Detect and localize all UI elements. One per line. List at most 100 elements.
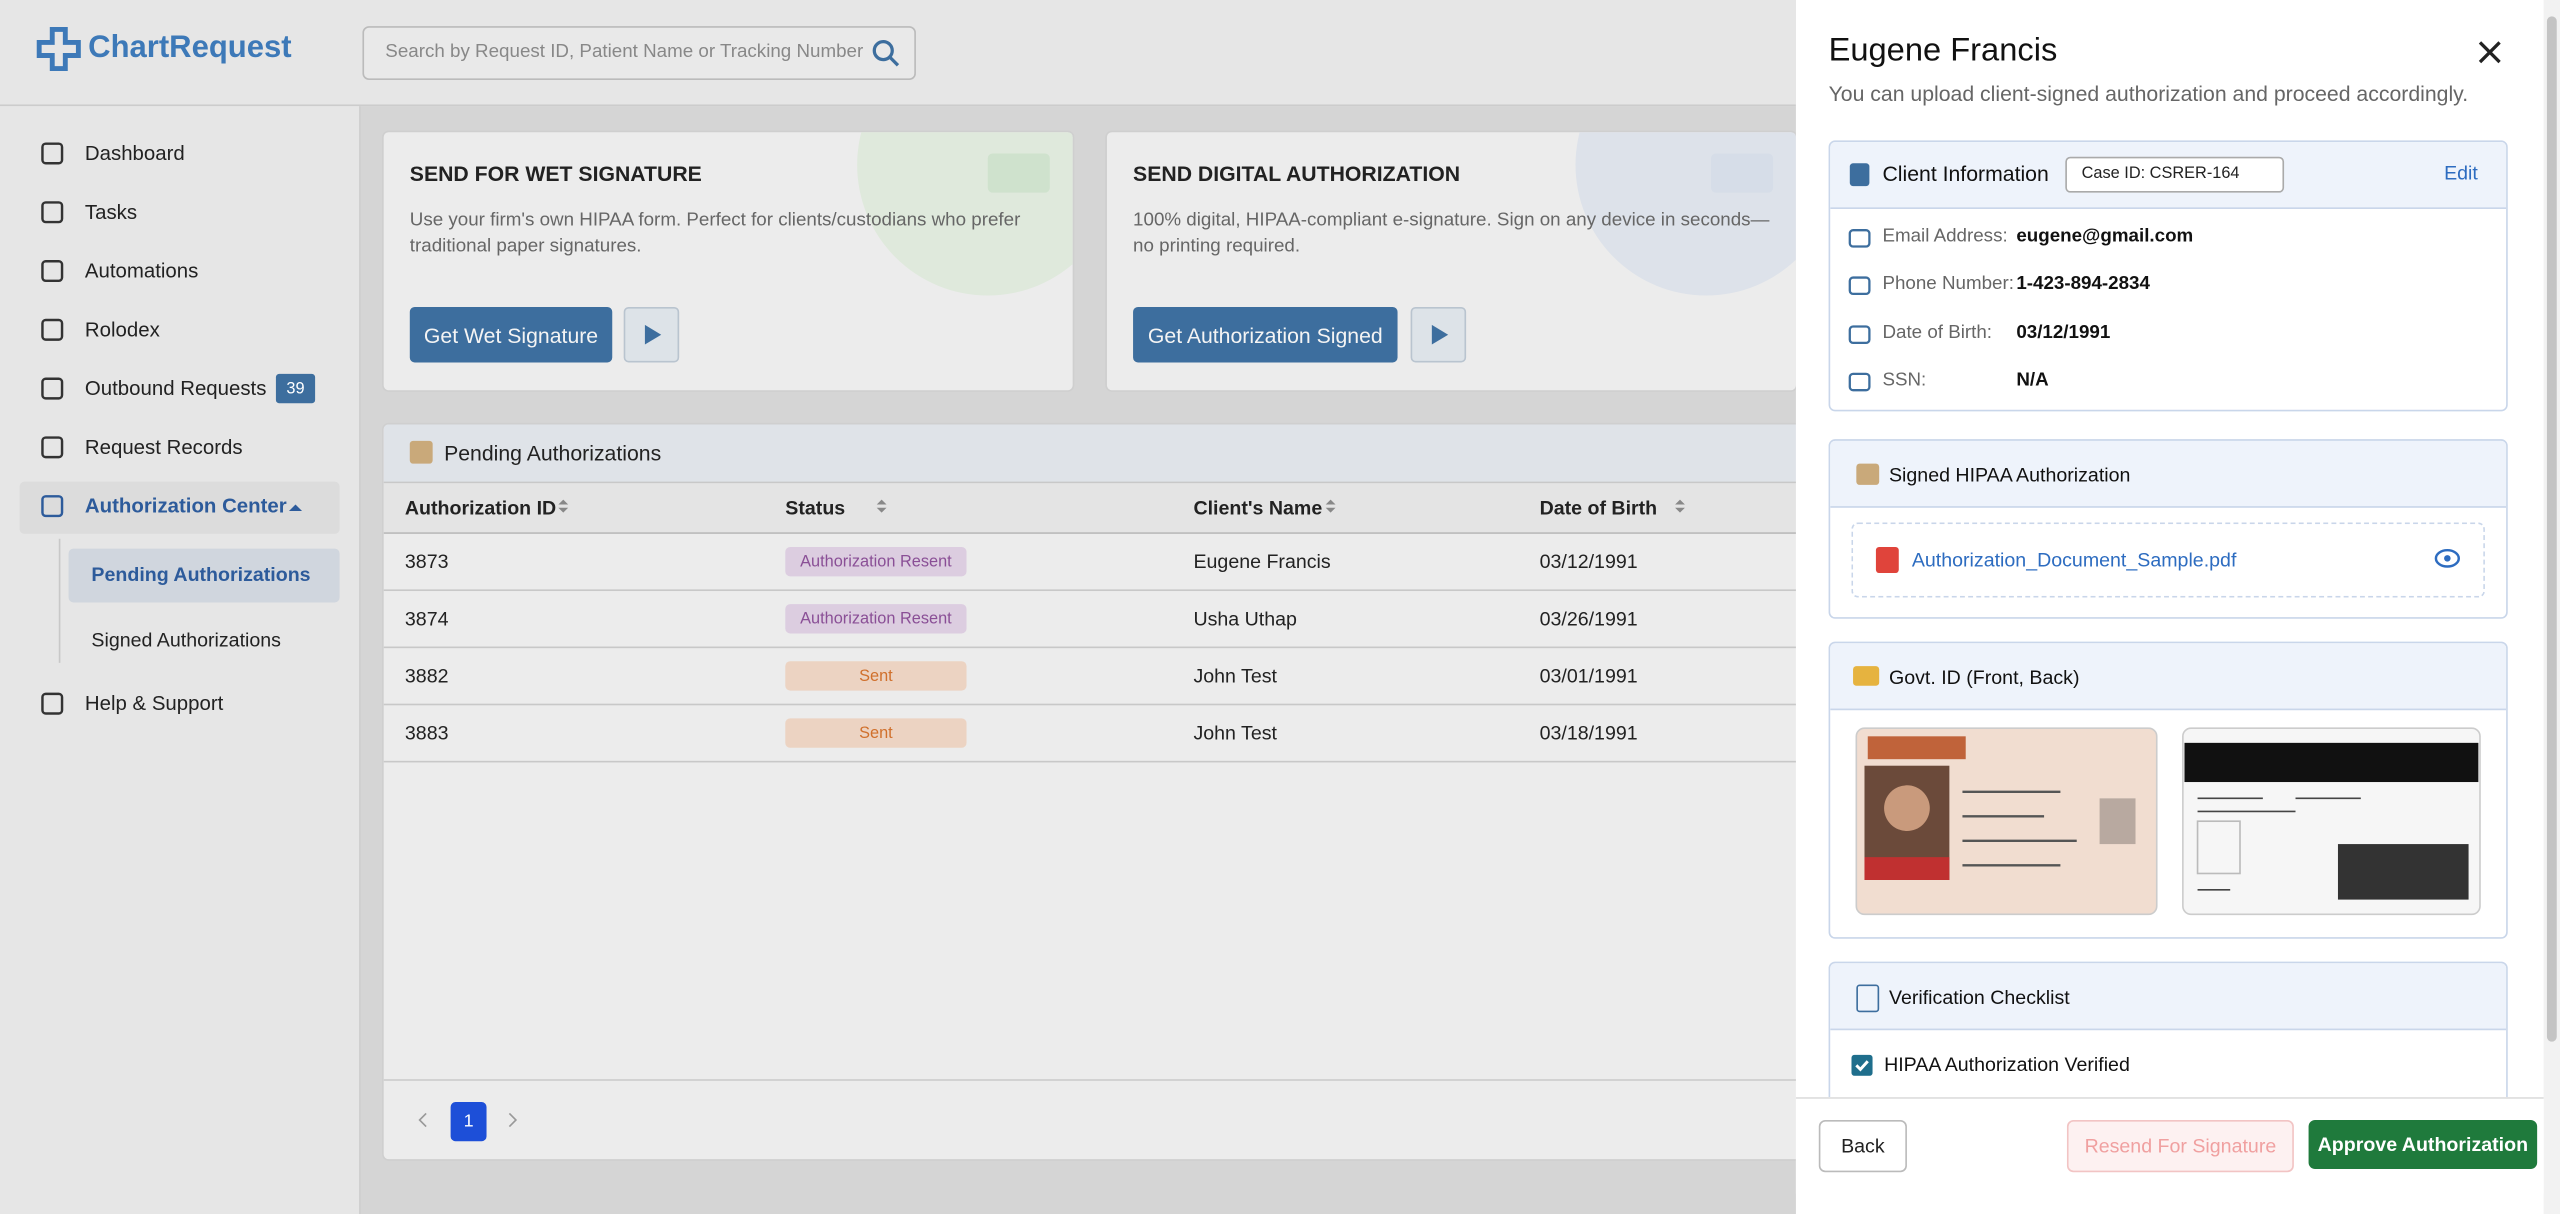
nav-icon xyxy=(41,377,64,400)
prev-page[interactable] xyxy=(416,1110,429,1130)
cell: 03/12/1991 xyxy=(1539,550,1638,574)
logo: ChartRequest xyxy=(88,31,292,66)
nav-label: Outbound Requests xyxy=(84,377,267,400)
row-divider xyxy=(383,703,1821,706)
wet-button[interactable]: Get Wet Signature xyxy=(409,306,613,363)
cell: Usha Uthap xyxy=(1193,607,1297,631)
play-button[interactable] xyxy=(1410,306,1467,363)
back-button[interactable]: Back xyxy=(1818,1120,1907,1173)
checklist-item: HIPAA Authorization Verified xyxy=(1884,1053,2130,1076)
page-button[interactable]: 1 xyxy=(450,1102,487,1142)
section-header xyxy=(1830,643,2507,711)
logo-icon xyxy=(36,26,81,72)
sort-icon[interactable] xyxy=(557,498,570,514)
sort-icon[interactable] xyxy=(1324,498,1337,514)
nav-item[interactable]: Request Records xyxy=(39,433,243,462)
govt-id-section: Govt. ID (Front, Back) xyxy=(1828,641,2508,939)
drawer-subtitle: You can upload client-signed authorizati… xyxy=(1828,81,2469,107)
drawer-footer: Back Resend For Signature Approve Author… xyxy=(1795,1097,2544,1194)
drawer: Eugene Francis You can upload client-sig… xyxy=(1795,0,2560,1214)
status-pill: Sent xyxy=(785,718,967,748)
nav-item[interactable]: Help & Support xyxy=(39,689,223,718)
nav-item[interactable]: Tasks xyxy=(39,198,137,227)
section-icon xyxy=(1849,163,1870,187)
file-name[interactable]: Authorization_Document_Sample.pdf xyxy=(1911,548,2237,572)
card-title: SEND FOR WET SIGNATURE xyxy=(409,161,702,187)
client-info: Client Information Case ID: CSRER-164 Ed… xyxy=(1828,140,2508,412)
cell: 3882 xyxy=(404,664,449,688)
column-header-label: Date of Birth xyxy=(1539,496,1658,520)
nav-item[interactable]: Automations xyxy=(39,256,198,285)
column-header-label: Status xyxy=(785,496,846,520)
id-front xyxy=(1855,727,2158,916)
field-icon xyxy=(1848,372,1871,392)
section-icon xyxy=(1853,666,1880,686)
digital-button[interactable]: Get Authorization Signed xyxy=(1133,306,1398,363)
submenu-item[interactable]: Pending Authorizations xyxy=(91,563,311,587)
collapse-icon[interactable] xyxy=(287,501,303,514)
search-box[interactable]: Search by Request ID, Patient Name or Tr… xyxy=(362,26,916,80)
section-icon xyxy=(1856,984,1880,1013)
cell: 03/26/1991 xyxy=(1539,607,1638,631)
play-icon xyxy=(1431,324,1449,345)
scroll-thumb[interactable] xyxy=(2546,16,2557,1042)
sort-icon[interactable] xyxy=(875,498,888,514)
table-title: Pending Authorizations xyxy=(444,440,662,466)
drawer-title: Eugene Francis xyxy=(1828,32,2058,69)
case-id[interactable]: Case ID: CSRER-164 xyxy=(2065,156,2284,193)
nav-badge: 39 xyxy=(275,373,316,404)
search-icon xyxy=(872,39,900,67)
resend-button[interactable]: Resend For Signature xyxy=(2066,1120,2294,1173)
sort-icon[interactable] xyxy=(1673,498,1686,514)
section-heading: Client Information xyxy=(1882,161,2049,187)
nav-label: Tasks xyxy=(84,200,138,224)
card-title: SEND DIGITAL AUTHORIZATION xyxy=(1133,161,1461,187)
cell: 3874 xyxy=(404,607,449,631)
pdf-icon xyxy=(1875,546,1899,574)
nav-label: Help & Support xyxy=(84,692,224,716)
section-heading: Verification Checklist xyxy=(1888,986,2070,1009)
close-button[interactable] xyxy=(2478,41,2501,64)
next-page[interactable] xyxy=(506,1110,519,1130)
row-divider xyxy=(383,760,1821,763)
play-button[interactable] xyxy=(623,306,680,363)
approve-button[interactable]: Approve Authorization xyxy=(2308,1120,2538,1169)
cell: John Test xyxy=(1193,664,1277,688)
field-value: N/A xyxy=(2016,370,2049,391)
status-pill: Authorization Resent xyxy=(785,604,967,634)
field-label: SSN: xyxy=(1882,370,1927,391)
file-row[interactable]: Authorization_Document_Sample.pdf xyxy=(1851,522,2485,598)
play-icon xyxy=(644,324,662,345)
field-value: 1-423-894-2834 xyxy=(2016,274,2150,295)
nav-label: Rolodex xyxy=(84,318,160,342)
cell: Eugene Francis xyxy=(1193,550,1331,574)
nav-label: Dashboard xyxy=(84,142,185,165)
table-panel: Pending Authorizations 1 Authorization I… xyxy=(382,422,1823,1161)
search-placeholder: Search by Request ID, Patient Name or Tr… xyxy=(385,42,864,63)
section-heading: Govt. ID (Front, Back) xyxy=(1888,666,2080,689)
field-icon xyxy=(1848,276,1871,296)
card-description: 100% digital, HIPAA-compliant e-signatur… xyxy=(1133,210,1770,257)
field-icon xyxy=(1848,229,1871,248)
edit-link[interactable]: Edit xyxy=(2444,161,2478,185)
scrollbar xyxy=(2543,0,2560,1214)
cell: 03/18/1991 xyxy=(1539,721,1638,745)
view-icon[interactable] xyxy=(2434,547,2460,570)
field-label: Email Address: xyxy=(1882,226,2008,247)
nav-item[interactable]: Authorization Center xyxy=(39,491,287,520)
nav-item[interactable]: Dashboard xyxy=(39,139,185,168)
table-header xyxy=(383,424,1821,484)
nav-icon xyxy=(41,259,64,283)
submenu-item[interactable]: Signed Authorizations xyxy=(91,628,281,652)
table-icon xyxy=(409,440,433,464)
cell: 3883 xyxy=(404,721,449,745)
nav-label: Request Records xyxy=(84,435,243,459)
nav-item[interactable]: Outbound Requests xyxy=(39,374,266,403)
field-value: 03/12/1991 xyxy=(2016,322,2111,343)
status-pill: Sent xyxy=(785,661,967,691)
nav-item[interactable]: Rolodex xyxy=(39,315,160,344)
field-label: Date of Birth: xyxy=(1882,322,1993,343)
checkbox[interactable] xyxy=(1851,1054,1873,1076)
